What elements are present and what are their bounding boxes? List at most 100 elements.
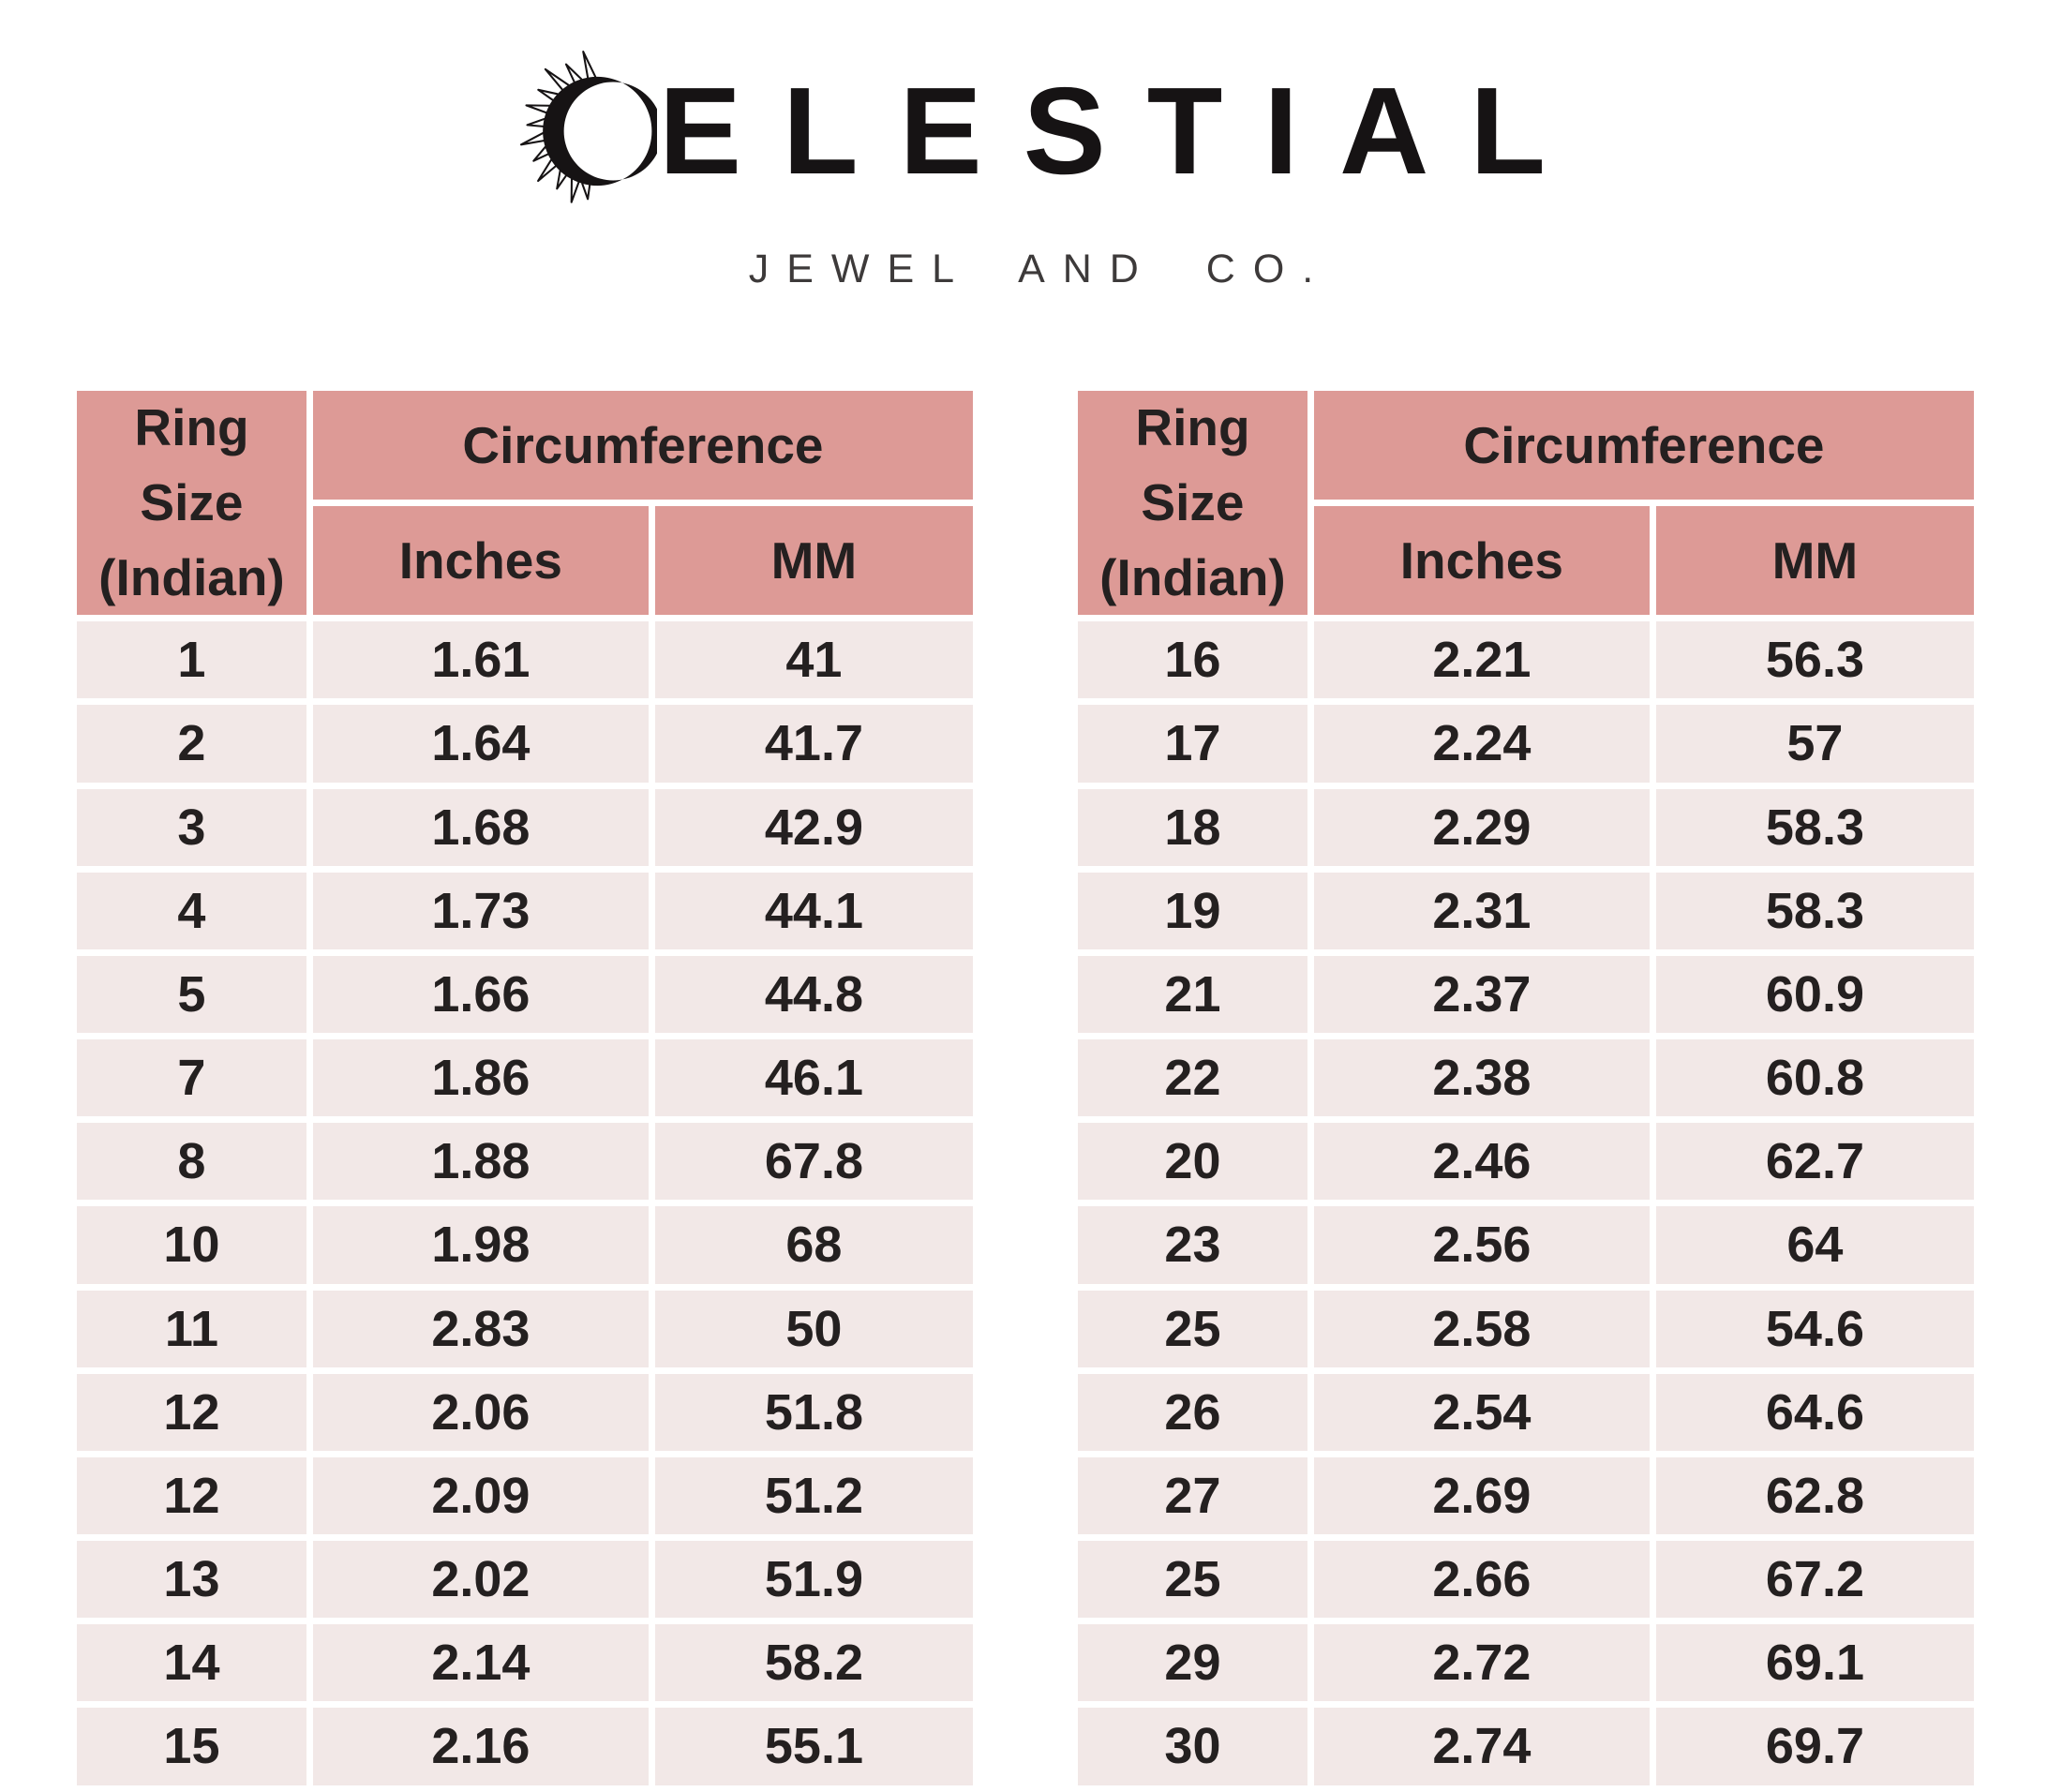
ring-size-table-left: Ring Size (Indian) Circumference Inches … xyxy=(70,384,979,1792)
table-cell: 41 xyxy=(654,621,973,699)
table-cell: 3 xyxy=(77,788,306,866)
size-tables: Ring Size (Indian) Circumference Inches … xyxy=(0,384,2062,1785)
table-cell: 2.31 xyxy=(1313,872,1650,949)
table-row: 5 1.66 44.8 xyxy=(77,955,973,1034)
table-cell: 44.8 xyxy=(654,955,973,1034)
table-cell: 2.66 xyxy=(1313,1540,1650,1619)
table-row: 14 2.14 58.2 xyxy=(77,1624,973,1702)
table-cell: 62.8 xyxy=(1655,1456,1974,1534)
table-cell: 2.24 xyxy=(1313,705,1650,783)
header-circumference: Circumference xyxy=(1313,391,1974,500)
table-cell: 1.73 xyxy=(312,872,649,949)
table-row: 7 1.86 46.1 xyxy=(77,1039,973,1117)
table-cell: 58.2 xyxy=(654,1624,973,1702)
table-row: 25 2.66 67.2 xyxy=(1078,1540,1974,1619)
header-inches: Inches xyxy=(312,506,649,616)
header-ring-size: Ring Size (Indian) xyxy=(77,391,306,616)
table-cell: 2.72 xyxy=(1313,1624,1650,1702)
header-inches: Inches xyxy=(1313,506,1650,616)
table-body: 1 1.61 41 2 1.64 41.7 3 1.68 42.9 4 1.73 44.1 5 1.66 4… xyxy=(77,621,973,1785)
table-cell: 2.09 xyxy=(312,1456,649,1534)
ring-size-table-right: Ring Size (Indian) Circumference Inches … xyxy=(1071,384,1980,1792)
table-cell: 42.9 xyxy=(654,788,973,866)
table-cell: 1.98 xyxy=(312,1206,649,1284)
table-cell: 29 xyxy=(1078,1624,1307,1702)
table-row: 17 2.24 57 xyxy=(1078,705,1974,783)
table-cell: 64 xyxy=(1655,1206,1974,1284)
table-cell: 1 xyxy=(77,621,306,699)
table-cell: 2.46 xyxy=(1313,1123,1650,1201)
header-ring-size: Ring Size (Indian) xyxy=(1078,391,1307,616)
table-cell: 41.7 xyxy=(654,705,973,783)
table-row: 11 2.83 50 xyxy=(77,1290,973,1367)
table-row: 21 2.37 60.9 xyxy=(1078,955,1974,1034)
table-row: 2 1.64 41.7 xyxy=(77,705,973,783)
table-row: 19 2.31 58.3 xyxy=(1078,872,1974,949)
brand-logo-row: ELESTIAL xyxy=(516,39,1546,222)
table-cell: 19 xyxy=(1078,872,1307,949)
header-ring-size-line2: (Indian) xyxy=(98,547,285,606)
table-row: 18 2.29 58.3 xyxy=(1078,788,1974,866)
table-cell: 64.6 xyxy=(1655,1373,1974,1451)
table-cell: 67.2 xyxy=(1655,1540,1974,1619)
table-cell: 26 xyxy=(1078,1373,1307,1451)
table-cell: 8 xyxy=(77,1123,306,1201)
table-cell: 68 xyxy=(654,1206,973,1284)
table-cell: 69.1 xyxy=(1655,1624,1974,1702)
header-mm: MM xyxy=(654,506,973,616)
table-cell: 1.86 xyxy=(312,1039,649,1117)
table-row: 20 2.46 62.7 xyxy=(1078,1123,1974,1201)
table-row: 15 2.16 55.1 xyxy=(77,1708,973,1785)
table-cell: 5 xyxy=(77,955,306,1034)
table-cell: 2.16 xyxy=(312,1708,649,1785)
table-cell: 60.8 xyxy=(1655,1039,1974,1117)
table-cell: 1.68 xyxy=(312,788,649,866)
table-cell: 2.69 xyxy=(1313,1456,1650,1534)
table-cell: 1.66 xyxy=(312,955,649,1034)
table-cell: 16 xyxy=(1078,621,1307,699)
header-ring-size-line1: Ring Size xyxy=(134,398,249,531)
table-cell: 20 xyxy=(1078,1123,1307,1201)
brand-wordmark: ELESTIAL xyxy=(658,61,1588,200)
table-cell: 55.1 xyxy=(654,1708,973,1785)
header-ring-size-line1: Ring Size xyxy=(1135,398,1250,531)
table-cell: 44.1 xyxy=(654,872,973,949)
header-ring-size-line2: (Indian) xyxy=(1099,547,1286,606)
brand-subtitle: JEWEL AND CO. xyxy=(748,246,1332,291)
table-cell: 25 xyxy=(1078,1290,1307,1367)
table-cell: 10 xyxy=(77,1206,306,1284)
table-row: 25 2.58 54.6 xyxy=(1078,1290,1974,1367)
table-cell: 50 xyxy=(654,1290,973,1367)
table-cell: 58.3 xyxy=(1655,872,1974,949)
table-cell: 2.83 xyxy=(312,1290,649,1367)
table-cell: 1.61 xyxy=(312,621,649,699)
table-cell: 23 xyxy=(1078,1206,1307,1284)
table-cell: 17 xyxy=(1078,705,1307,783)
table-row: 30 2.74 69.7 xyxy=(1078,1708,1974,1785)
table-cell: 57 xyxy=(1655,705,1974,783)
table-cell: 11 xyxy=(77,1290,306,1367)
table-cell: 51.8 xyxy=(654,1373,973,1451)
table-cell: 56.3 xyxy=(1655,621,1974,699)
table-cell: 58.3 xyxy=(1655,788,1974,866)
table-row: 12 2.09 51.2 xyxy=(77,1456,973,1534)
table-cell: 60.9 xyxy=(1655,955,1974,1034)
table-header: Ring Size (Indian) Circumference Inches … xyxy=(1078,391,1974,616)
table-row: 4 1.73 44.1 xyxy=(77,872,973,949)
table-cell: 2.37 xyxy=(1313,955,1650,1034)
table-cell: 69.7 xyxy=(1655,1708,1974,1785)
table-row: 3 1.68 42.9 xyxy=(77,788,973,866)
table-row: 27 2.69 62.8 xyxy=(1078,1456,1974,1534)
table-row: 16 2.21 56.3 xyxy=(1078,621,1974,699)
table-cell: 62.7 xyxy=(1655,1123,1974,1201)
table-cell: 4 xyxy=(77,872,306,949)
table-cell: 51.9 xyxy=(654,1540,973,1619)
table-cell: 12 xyxy=(77,1373,306,1451)
table-header: Ring Size (Indian) Circumference Inches … xyxy=(77,391,973,616)
table-cell: 27 xyxy=(1078,1456,1307,1534)
table-cell: 2.74 xyxy=(1313,1708,1650,1785)
table-row: 1 1.61 41 xyxy=(77,621,973,699)
header-circumference: Circumference xyxy=(312,391,973,500)
table-cell: 2.58 xyxy=(1313,1290,1650,1367)
table-row: 22 2.38 60.8 xyxy=(1078,1039,1974,1117)
